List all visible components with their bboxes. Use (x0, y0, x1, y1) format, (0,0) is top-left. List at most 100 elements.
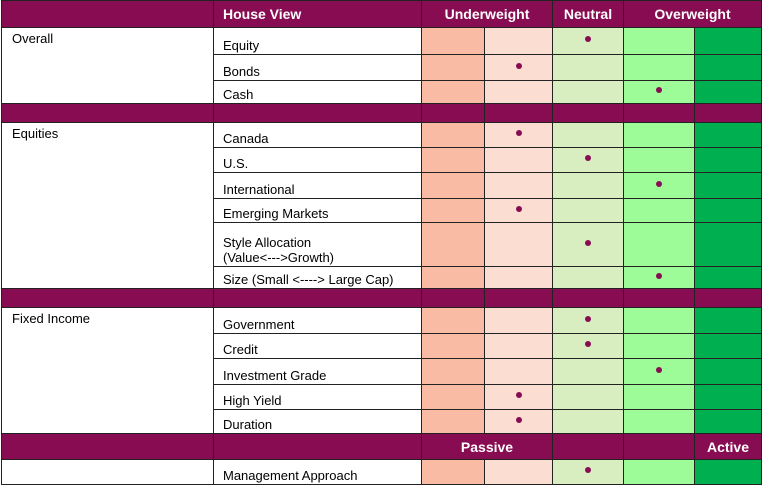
item-label: Government (213, 307, 422, 334)
rating-cell (694, 333, 762, 359)
rating-cell (421, 358, 485, 385)
rating-cell (623, 307, 695, 334)
house-view-header: House View (213, 0, 422, 28)
rating-cell (552, 409, 624, 434)
rating-cell (694, 307, 762, 334)
rating-cell (552, 459, 624, 485)
table-row: U.S. (2, 147, 762, 173)
rating-cell (552, 80, 624, 104)
rating-cell (694, 27, 762, 55)
rating-dot-icon (585, 155, 591, 161)
rating-cell (623, 222, 695, 267)
rating-cell (694, 459, 762, 485)
rating-cell (623, 54, 695, 81)
rating-dot-icon (515, 205, 522, 212)
rating-cell (694, 384, 762, 410)
rating-cell (484, 27, 553, 55)
rating-cell (484, 409, 553, 434)
rating-cell (694, 80, 762, 104)
item-label: Canada (213, 122, 422, 148)
rating-cell (623, 122, 695, 148)
table-row: Style Allocation (Value<--->Growth) (2, 222, 762, 267)
table-row: Credit (2, 333, 762, 359)
item-label: Size (Small <----> Large Cap) (213, 266, 422, 289)
table-row: Overall Equity (1, 27, 762, 104)
rating-cell (421, 122, 485, 148)
rating-cell (484, 54, 553, 81)
rating-cell (484, 358, 553, 385)
item-label: Equity (213, 27, 422, 55)
rating-dot-icon (585, 341, 591, 347)
rating-cell (623, 80, 695, 104)
rating-dot-icon (585, 315, 591, 322)
rating-cell (623, 459, 695, 485)
item-label: Emerging Markets (213, 198, 422, 223)
table-row: Emerging Markets (2, 198, 762, 223)
rating-dot-icon (656, 272, 662, 279)
rating-cell (484, 384, 553, 410)
rating-cell (552, 333, 624, 359)
rating-cell (623, 172, 695, 199)
rating-cell (694, 122, 762, 148)
approach-header-row: Passive Active (1, 433, 762, 460)
rating-cell (623, 409, 695, 434)
table-row: Bonds (2, 54, 762, 81)
rating-dot-icon (515, 130, 522, 136)
rating-cell (421, 222, 485, 267)
rating-cell (623, 384, 695, 410)
header-blank (1, 0, 214, 28)
rating-cell (484, 198, 553, 223)
rating-cell (421, 266, 485, 289)
underweight-header: Underweight (421, 0, 553, 28)
item-label: Investment Grade (213, 358, 422, 385)
rating-dot-icon (515, 416, 522, 423)
rating-cell (623, 333, 695, 359)
neutral-header: Neutral (552, 0, 624, 28)
rating-dot-icon (656, 366, 662, 373)
rating-cell (484, 122, 553, 148)
item-label: Bonds (213, 54, 422, 81)
rating-cell (552, 307, 624, 334)
table-row: Cash (2, 80, 762, 104)
table-row: Management Approach (1, 459, 762, 485)
rating-cell (552, 147, 624, 173)
rating-dot-icon (585, 36, 591, 42)
rating-cell (552, 198, 624, 223)
rating-cell (694, 266, 762, 289)
rating-dot-icon (515, 62, 522, 69)
rating-cell (421, 198, 485, 223)
rating-cell (552, 54, 624, 81)
table-row: Investment Grade (2, 358, 762, 385)
rating-cell (421, 307, 485, 334)
rating-cell (623, 198, 695, 223)
header-row: House View Underweight Neutral Overweight (1, 0, 762, 28)
rating-cell (421, 333, 485, 359)
rating-cell (623, 358, 695, 385)
rating-cell (552, 222, 624, 267)
overweight-header: Overweight (623, 0, 762, 28)
item-label: Duration (213, 409, 422, 434)
passive-header: Passive (421, 433, 553, 460)
category-label: Equities (1, 122, 214, 289)
category-label: Fixed Income (1, 307, 214, 434)
item-label: High Yield (213, 384, 422, 410)
rating-cell (694, 358, 762, 385)
item-label: International (213, 172, 422, 199)
rating-cell (421, 459, 485, 485)
separator-row (1, 103, 762, 123)
rating-cell (484, 459, 553, 485)
rating-cell (421, 54, 485, 81)
rating-cell (694, 54, 762, 81)
rating-cell (694, 172, 762, 199)
rating-cell (694, 222, 762, 267)
separator-row (1, 288, 762, 308)
rating-dot-icon (656, 180, 662, 187)
rating-cell (484, 172, 553, 199)
rating-cell (552, 27, 624, 55)
item-label: Cash (213, 80, 422, 104)
table-row: Fixed Income Government (1, 307, 762, 434)
rating-cell (552, 172, 624, 199)
rating-cell (421, 147, 485, 173)
item-label: U.S. (213, 147, 422, 173)
